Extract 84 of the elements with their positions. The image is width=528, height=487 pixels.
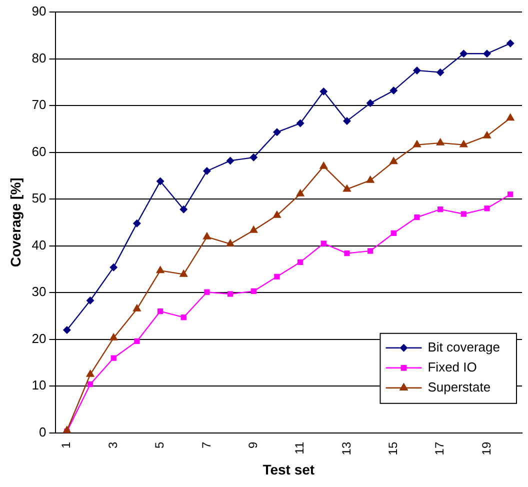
point xyxy=(344,250,350,256)
y-tick-label: 90 xyxy=(32,4,46,19)
point xyxy=(62,326,71,334)
x-tick-label: 3 xyxy=(106,442,120,449)
point xyxy=(297,259,304,265)
point xyxy=(414,214,420,220)
point xyxy=(366,175,375,183)
point xyxy=(482,50,491,58)
point xyxy=(272,128,281,136)
y-tick-label: 40 xyxy=(32,237,46,252)
point xyxy=(460,211,466,217)
point xyxy=(390,230,396,236)
x-tick-label: 17 xyxy=(432,442,447,456)
point xyxy=(342,116,351,125)
x-tick-label: 19 xyxy=(479,442,494,456)
point xyxy=(412,66,421,74)
point xyxy=(132,219,141,228)
x-tick-label: 9 xyxy=(246,442,260,449)
point xyxy=(202,232,212,240)
x-tick-label: 15 xyxy=(386,442,400,456)
point xyxy=(156,177,164,186)
point xyxy=(389,156,398,164)
point xyxy=(226,238,235,246)
point xyxy=(180,314,186,320)
point xyxy=(319,161,328,169)
y-tick-label: 0 xyxy=(39,424,46,440)
point xyxy=(412,140,422,148)
point xyxy=(437,206,444,212)
point xyxy=(506,113,515,121)
point xyxy=(390,86,398,95)
legend-label: Superstate xyxy=(428,379,491,394)
point xyxy=(320,87,328,96)
x-tick-label: 13 xyxy=(339,442,354,456)
point xyxy=(482,130,492,138)
point xyxy=(296,119,304,128)
point xyxy=(132,304,142,312)
y-tick-label: 50 xyxy=(32,190,46,206)
point xyxy=(180,205,188,214)
point xyxy=(296,188,305,196)
x-tick-label: 5 xyxy=(152,442,167,449)
point xyxy=(110,355,116,361)
legend-label: Bit coverage xyxy=(428,339,500,354)
point xyxy=(62,426,72,433)
point xyxy=(272,210,282,218)
point xyxy=(484,206,490,212)
y-tick-label: 30 xyxy=(32,284,46,300)
y-tick-label: 70 xyxy=(32,97,46,112)
point xyxy=(87,381,94,388)
point xyxy=(86,369,95,377)
point xyxy=(342,184,352,192)
x-tick-label: 7 xyxy=(199,442,214,449)
point xyxy=(109,332,118,340)
legend-label: Fixed IO xyxy=(428,359,477,374)
point xyxy=(227,291,234,297)
point xyxy=(179,269,188,277)
point xyxy=(134,338,140,344)
y-tick-label: 60 xyxy=(32,144,46,159)
y-axis-title: Coverage [%] xyxy=(7,178,24,268)
x-tick-label: 1 xyxy=(59,442,74,449)
point xyxy=(204,289,210,295)
point xyxy=(250,288,256,294)
point xyxy=(249,225,258,233)
point xyxy=(436,68,444,76)
point xyxy=(367,248,374,254)
point xyxy=(320,240,326,246)
point xyxy=(226,156,234,165)
point xyxy=(436,138,445,146)
point xyxy=(156,266,165,274)
point xyxy=(110,263,118,272)
point xyxy=(202,166,211,175)
x-axis-title: Test set xyxy=(262,461,315,478)
y-tick-label: 10 xyxy=(32,378,46,393)
y-tick-label: 20 xyxy=(32,330,46,346)
point xyxy=(459,140,468,148)
point xyxy=(506,39,514,48)
point xyxy=(274,274,280,280)
point xyxy=(366,99,374,108)
point xyxy=(86,296,94,305)
point xyxy=(157,308,164,314)
point xyxy=(460,50,468,58)
x-tick-label: 11 xyxy=(292,442,307,454)
point xyxy=(508,192,514,198)
point xyxy=(250,153,258,162)
y-tick-label: 80 xyxy=(32,50,46,66)
